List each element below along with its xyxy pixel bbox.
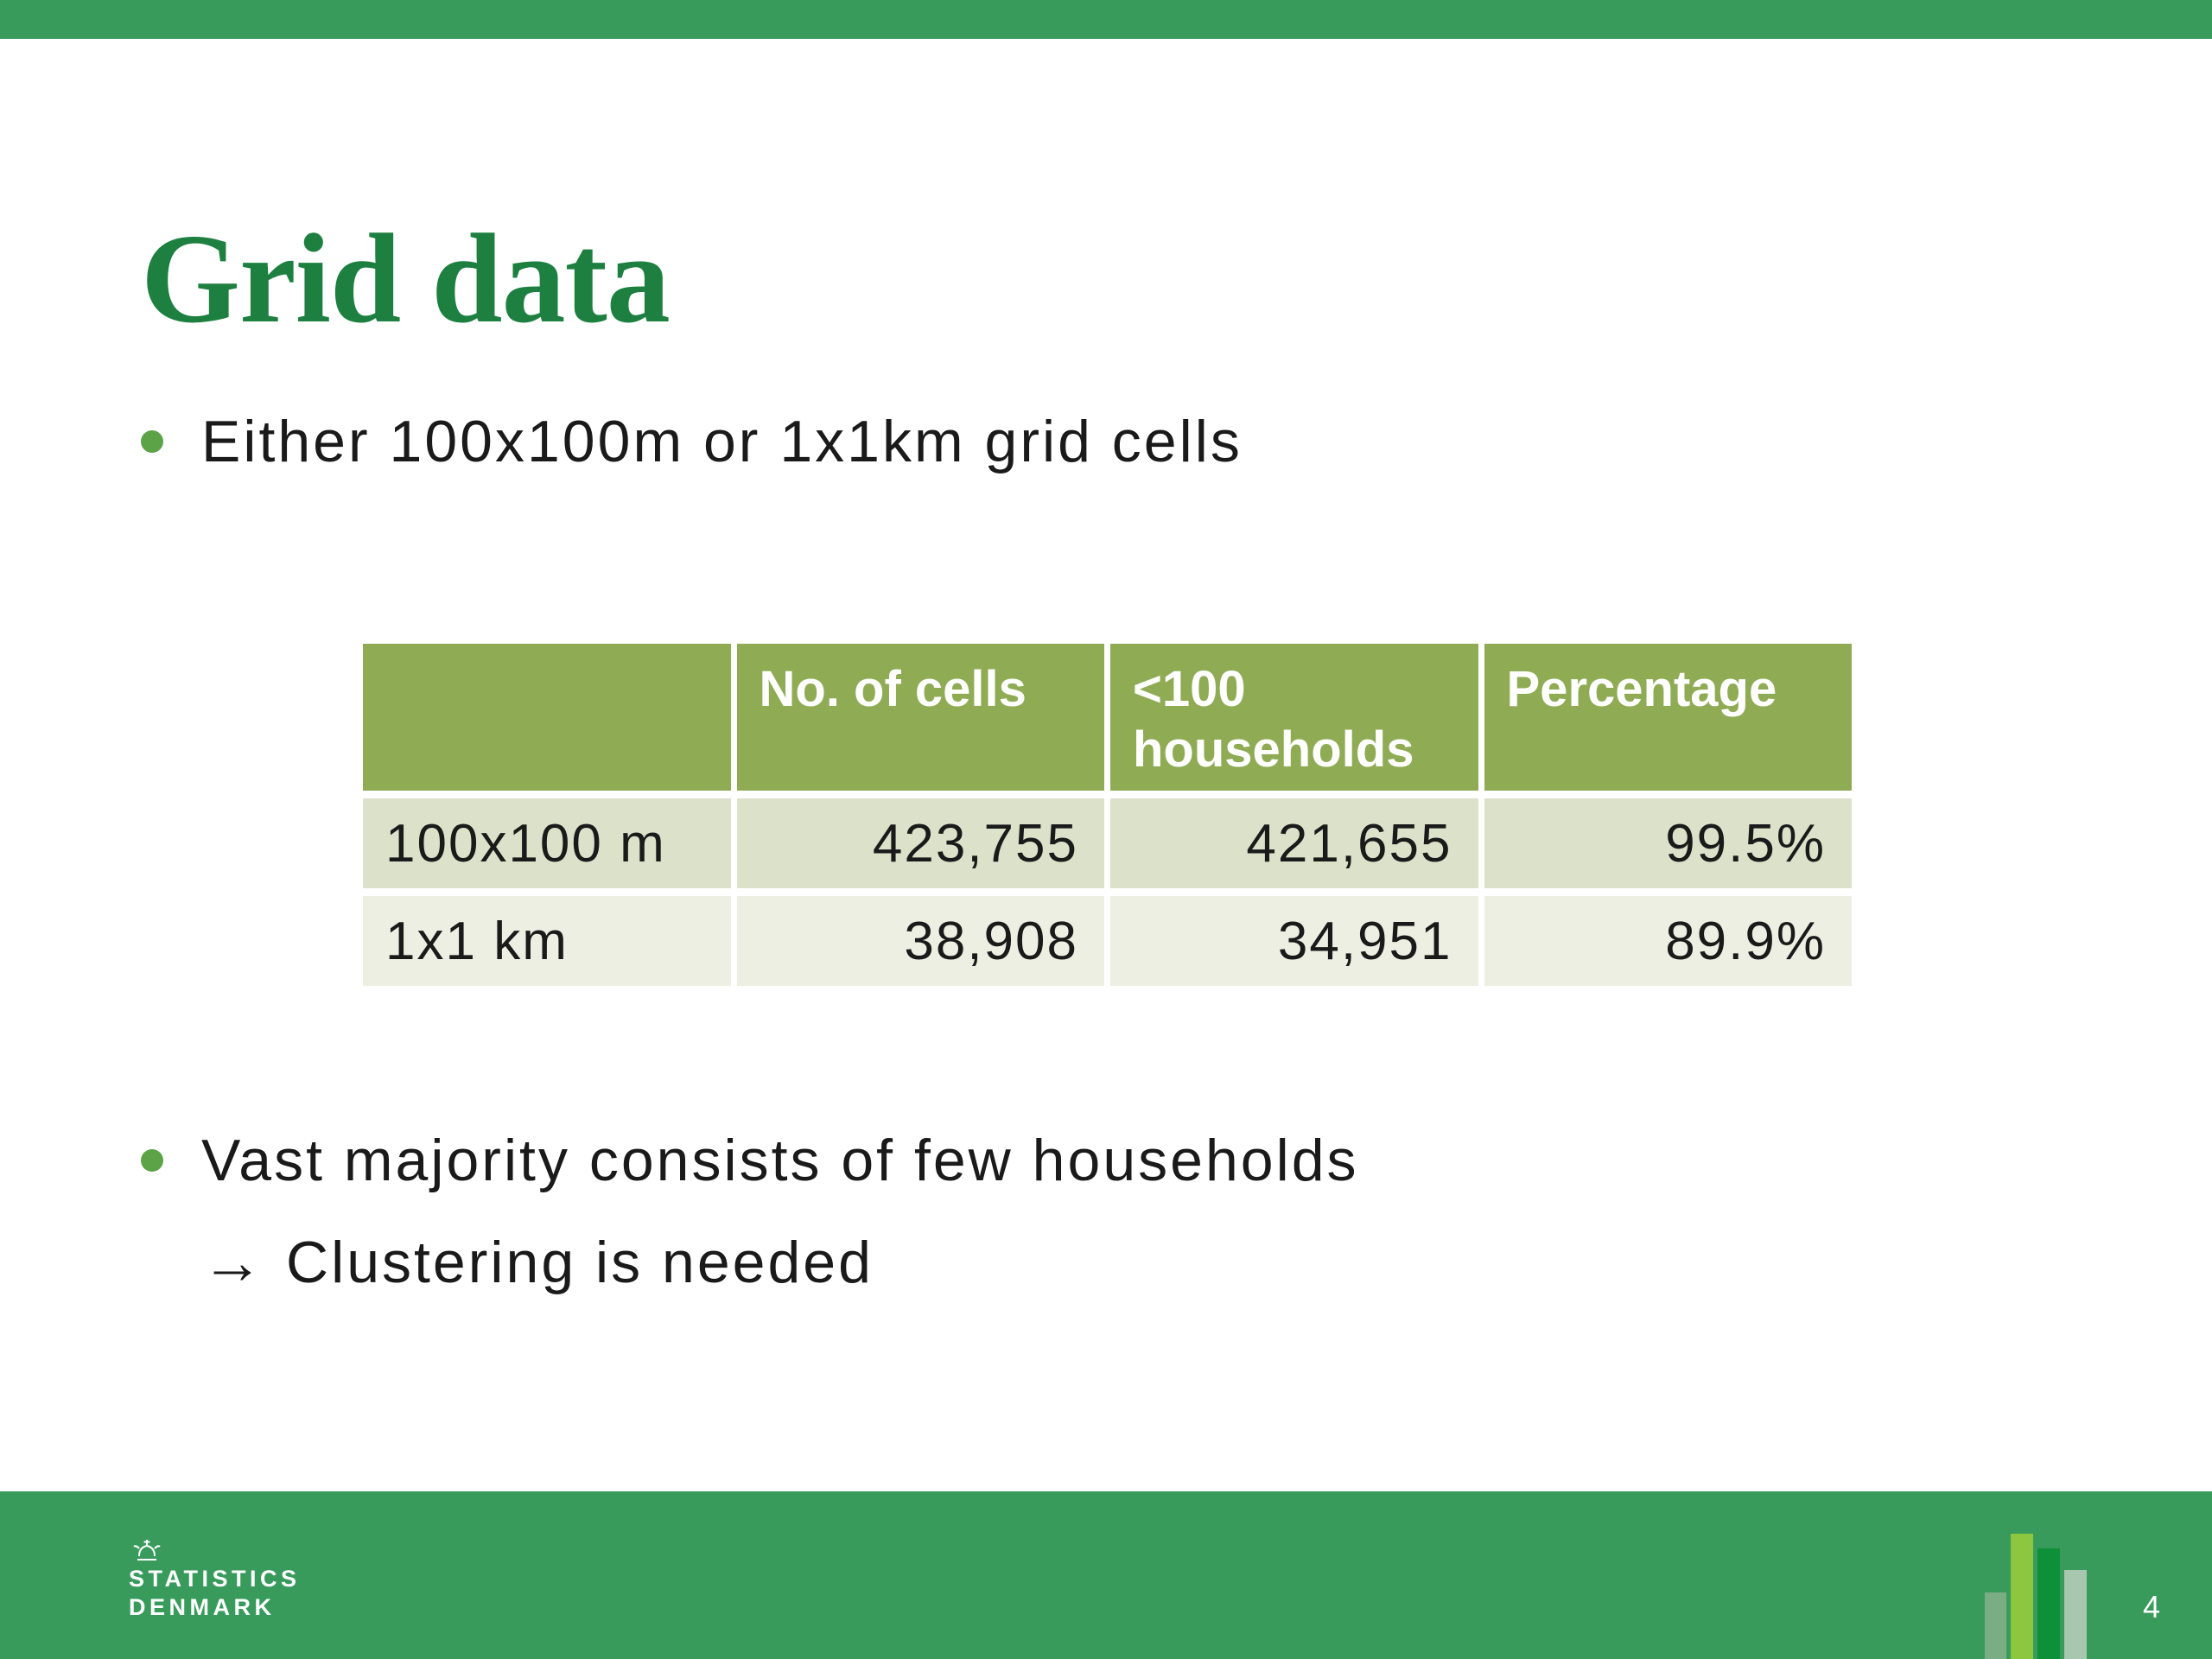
table-header-empty: [363, 644, 731, 791]
bullet-item-grid-cells: Either 100x100m or 1x1km grid cells: [141, 410, 1243, 474]
top-accent-bar: [0, 0, 2212, 39]
table-cell: 34,951: [1110, 896, 1478, 986]
bar-chart-bar: [1985, 1592, 2006, 1659]
table-header-cells: No. of cells: [736, 644, 1104, 791]
bullet-dot-icon: [141, 430, 163, 453]
table-header-households: <100 households: [1110, 644, 1478, 791]
bar-chart-bar: [2037, 1548, 2060, 1659]
table-row-label: 100x100 m: [363, 798, 731, 888]
table-header-percentage: Percentage: [1484, 644, 1852, 791]
slide-title: Grid data: [141, 208, 671, 351]
table-cell: 38,908: [736, 896, 1104, 986]
table-cell: 89.9%: [1484, 896, 1852, 986]
table-cell: 421,655: [1110, 798, 1478, 888]
right-arrow-icon: →: [201, 1228, 264, 1297]
logo-text-line: DENMARK: [129, 1593, 276, 1620]
bullet-text: Either 100x100m or 1x1km grid cells: [201, 409, 1243, 474]
bar-chart-bar: [2064, 1570, 2087, 1659]
bullet-item-clustering: Vast majority consists of few households…: [141, 1109, 1359, 1313]
statistics-denmark-logo: STATISTICS DENMARK: [129, 1536, 301, 1622]
bar-chart-bar: [2011, 1534, 2033, 1659]
crown-icon: [133, 1540, 161, 1560]
table-cell: 423,755: [736, 798, 1104, 888]
logo-text-line: STATISTICS: [129, 1566, 301, 1592]
table-cell: 99.5%: [1484, 798, 1852, 888]
grid-data-table: No. of cells <100 households Percentage …: [363, 644, 1852, 986]
bullet-text: Vast majority consists of few households: [201, 1127, 1359, 1193]
bullet-line-1: Vast majority consists of few households: [141, 1109, 1359, 1211]
bullet-line-2: → Clustering is needed: [201, 1211, 874, 1313]
bar-chart-icon: [0, 1491, 2212, 1659]
bullet-sub-text: Clustering is needed: [286, 1229, 874, 1295]
table-row-label: 1x1 km: [363, 896, 731, 986]
bullet-dot-icon: [141, 1149, 163, 1172]
footer-bar: STATISTICS DENMARK 4: [0, 1491, 2212, 1659]
page-number: 4: [2142, 1589, 2161, 1624]
